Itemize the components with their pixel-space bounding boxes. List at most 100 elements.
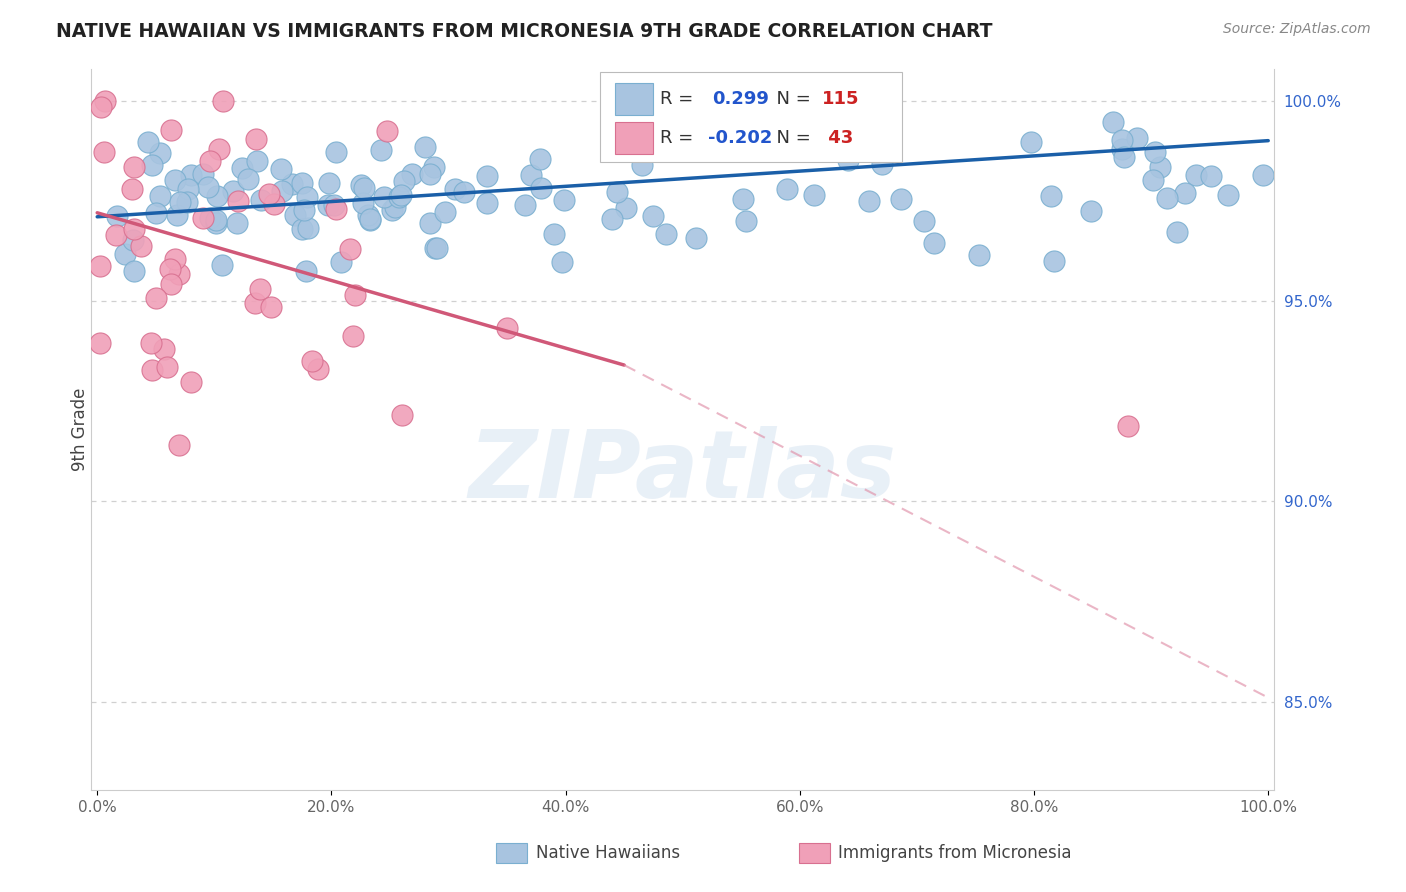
Point: [1166, 225, 1188, 239]
Point: [145, 291, 167, 305]
Point: [922, 235, 945, 250]
Point: [426, 241, 449, 255]
Point: [249, 282, 271, 296]
Point: [858, 194, 880, 208]
Text: R =: R =: [661, 90, 699, 108]
Point: [1111, 142, 1133, 156]
Point: [89, 260, 111, 274]
Point: [1156, 191, 1178, 205]
Point: [90, 100, 112, 114]
Point: [359, 213, 381, 227]
Point: [226, 194, 249, 208]
Point: [152, 342, 174, 356]
Point: [655, 227, 678, 241]
Point: [373, 190, 395, 204]
Point: [297, 221, 319, 235]
Point: [357, 208, 380, 222]
Point: [124, 264, 146, 278]
Point: [136, 135, 159, 149]
Point: [353, 181, 375, 195]
Point: [104, 228, 127, 243]
Point: [156, 360, 179, 375]
Point: [249, 193, 271, 207]
Point: [1114, 150, 1136, 164]
Point: [325, 145, 347, 160]
Point: [389, 188, 412, 202]
Point: [246, 153, 269, 168]
Point: [423, 160, 446, 174]
Point: [394, 174, 416, 188]
Point: [419, 167, 441, 181]
Point: [163, 252, 186, 266]
Point: [121, 182, 143, 196]
Point: [325, 202, 347, 217]
Point: [631, 158, 654, 172]
Point: [281, 178, 304, 192]
Point: [401, 167, 423, 181]
Point: [160, 277, 183, 291]
Point: [180, 375, 202, 389]
Point: [165, 172, 187, 186]
Point: [93, 145, 115, 160]
Point: [257, 186, 280, 201]
Point: [477, 169, 499, 183]
Point: [145, 206, 167, 220]
Point: [271, 184, 294, 198]
Point: [166, 208, 188, 222]
Text: N =: N =: [765, 90, 817, 108]
Point: [859, 144, 882, 158]
Point: [342, 329, 364, 343]
Point: [1102, 115, 1125, 129]
Point: [212, 94, 235, 108]
Point: [837, 137, 859, 152]
Text: 0.299: 0.299: [713, 90, 769, 108]
Point: [803, 187, 825, 202]
Point: [122, 160, 145, 174]
Point: [413, 140, 436, 154]
Point: [1043, 254, 1066, 268]
Point: [529, 153, 551, 167]
FancyBboxPatch shape: [616, 83, 654, 115]
Point: [912, 214, 935, 228]
Point: [322, 198, 344, 212]
Point: [329, 255, 352, 269]
Point: [381, 202, 404, 217]
Point: [515, 197, 537, 211]
Point: [530, 181, 553, 195]
Point: [1216, 187, 1239, 202]
Text: 115: 115: [823, 90, 860, 108]
Point: [475, 195, 498, 210]
Point: [180, 169, 202, 183]
Text: Native Hawaiians: Native Hawaiians: [536, 844, 681, 862]
Point: [339, 242, 361, 256]
Text: Source: ZipAtlas.com: Source: ZipAtlas.com: [1223, 22, 1371, 37]
Point: [297, 190, 319, 204]
Point: [1185, 168, 1208, 182]
Point: [543, 227, 565, 241]
Point: [520, 168, 543, 182]
Point: [176, 195, 198, 210]
Point: [131, 239, 153, 253]
Y-axis label: 9th Grade: 9th Grade: [72, 387, 89, 471]
Point: [685, 231, 707, 245]
Text: Immigrants from Micronesia: Immigrants from Micronesia: [838, 844, 1071, 862]
Point: [301, 354, 323, 368]
Point: [177, 182, 200, 196]
Point: [423, 241, 446, 255]
Point: [208, 142, 231, 156]
Point: [211, 258, 233, 272]
Point: [1174, 186, 1197, 200]
Point: [284, 208, 307, 222]
Point: [169, 194, 191, 209]
Point: [1080, 203, 1102, 218]
Point: [350, 178, 373, 193]
FancyBboxPatch shape: [616, 122, 654, 153]
Point: [1149, 160, 1171, 174]
Point: [291, 176, 314, 190]
Point: [1199, 169, 1222, 183]
Point: [294, 264, 316, 278]
Point: [307, 362, 329, 376]
Point: [967, 248, 990, 262]
Point: [741, 141, 763, 155]
Point: [1019, 135, 1042, 149]
